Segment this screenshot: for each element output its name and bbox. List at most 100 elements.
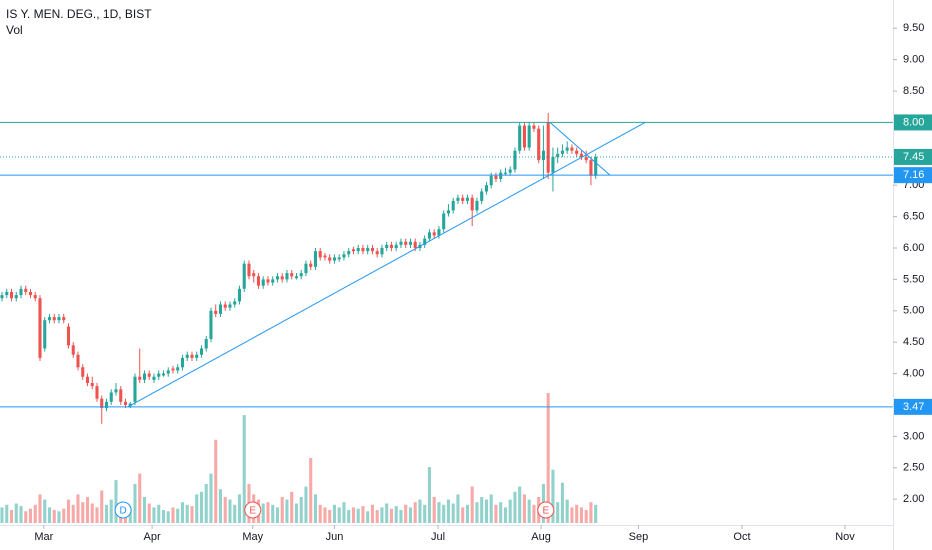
candle-body	[456, 197, 460, 201]
volume-bar	[261, 503, 265, 523]
volume-bar	[332, 504, 337, 523]
volume-bar	[480, 497, 484, 523]
candle-body	[351, 249, 356, 252]
volume-bar	[185, 504, 189, 523]
candle-body	[280, 276, 284, 280]
volume-bar	[62, 508, 66, 523]
candle-body	[451, 200, 455, 211]
candle-body	[152, 376, 156, 380]
volume-bar	[565, 499, 569, 523]
price-label: 8.00	[903, 116, 924, 128]
candle-body	[43, 320, 47, 349]
volume-bar	[584, 510, 588, 523]
candle-body	[432, 232, 436, 236]
candle-body	[71, 345, 75, 355]
candle-body	[560, 150, 564, 154]
candle-body	[380, 248, 384, 255]
candle-body	[261, 279, 265, 286]
candle-body	[408, 241, 412, 245]
candle-body	[370, 248, 374, 252]
candle-body	[66, 326, 71, 346]
volume-bar	[366, 511, 370, 523]
volume-bar	[556, 502, 560, 523]
y-tick-label: 6.00	[903, 242, 924, 254]
candle-body	[518, 125, 522, 151]
candle-body	[209, 310, 213, 340]
volume-bar	[180, 502, 185, 523]
candle-body	[551, 156, 555, 173]
volume-bar	[47, 507, 52, 523]
volume-bar	[589, 502, 593, 523]
candle-body	[256, 276, 261, 286]
candle-body	[304, 263, 308, 274]
event-marker	[537, 501, 555, 519]
volume-bar	[451, 503, 455, 523]
y-tick-label: 8.50	[903, 85, 924, 97]
volume-bar	[85, 497, 90, 523]
volume-bar	[342, 502, 346, 523]
candle-body	[133, 376, 137, 402]
candle-body	[247, 263, 251, 277]
candle-body	[513, 150, 517, 170]
volume-label: Vol	[6, 23, 23, 37]
candle-body	[541, 150, 545, 161]
x-tick-label: Jul	[431, 531, 445, 543]
volume-bar	[532, 504, 536, 523]
candle-body	[9, 291, 14, 299]
volume-bar	[147, 503, 151, 523]
volume-bar	[266, 502, 270, 523]
volume-bar	[128, 508, 132, 523]
candle-body	[385, 244, 389, 249]
candle-body	[313, 251, 318, 267]
volume-bar	[24, 511, 28, 523]
candle-body	[579, 153, 583, 157]
volume-bar	[337, 507, 341, 523]
candle-body	[62, 317, 66, 321]
candle-body	[5, 291, 9, 296]
volume-bar	[423, 504, 427, 523]
candle-body	[328, 257, 332, 261]
candle-body	[489, 175, 493, 186]
volume-bar	[575, 504, 579, 523]
candle-body	[494, 175, 498, 179]
volume-bar	[513, 491, 517, 523]
volume-bar	[370, 504, 374, 523]
volume-bar	[152, 507, 156, 523]
candle-body	[171, 368, 175, 371]
candle-body	[342, 254, 346, 258]
candle-body	[218, 304, 223, 314]
chart-title: IS Y. MEN. DEG., 1D, BIST	[6, 7, 152, 21]
candle-body	[100, 398, 104, 409]
candle-body	[237, 288, 242, 302]
volume-bar	[518, 486, 522, 523]
candle-body	[470, 197, 474, 211]
candle-body	[437, 229, 441, 236]
candle-body	[575, 150, 579, 154]
candle-body	[52, 317, 56, 321]
volume-bar	[237, 494, 242, 523]
candle-body	[33, 295, 37, 299]
volume-bar	[399, 510, 403, 523]
volume-bar	[76, 494, 80, 523]
candle-body	[19, 288, 23, 296]
candle-body	[423, 238, 427, 245]
candle-body	[285, 273, 289, 280]
volume-bar	[271, 504, 275, 523]
candle-body	[356, 248, 360, 252]
candle-body	[190, 354, 194, 358]
volume-bar	[347, 510, 351, 523]
volume-bar	[318, 504, 322, 523]
volume-bar	[413, 502, 417, 523]
candle-body	[461, 197, 465, 201]
volume-bar	[394, 506, 398, 523]
volume-bar	[499, 502, 503, 523]
volume-bar	[418, 499, 422, 523]
candle-body	[508, 169, 512, 173]
candle-body	[527, 125, 531, 148]
candle-body	[290, 273, 294, 277]
candle-body	[166, 370, 170, 374]
candle-body	[503, 172, 507, 174]
y-tick-label: 6.50	[903, 211, 924, 223]
candle-body	[375, 251, 379, 255]
volume-bar	[304, 486, 308, 523]
